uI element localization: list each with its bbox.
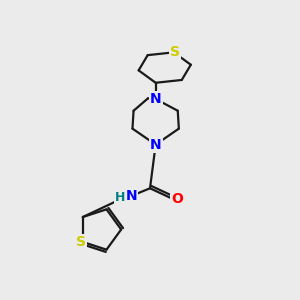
Text: S: S [76,235,86,249]
Text: N: N [150,92,161,106]
Text: H: H [116,190,126,204]
Text: N: N [126,189,137,202]
Text: S: S [170,45,180,59]
Text: O: O [171,192,183,206]
Text: N: N [150,138,161,152]
